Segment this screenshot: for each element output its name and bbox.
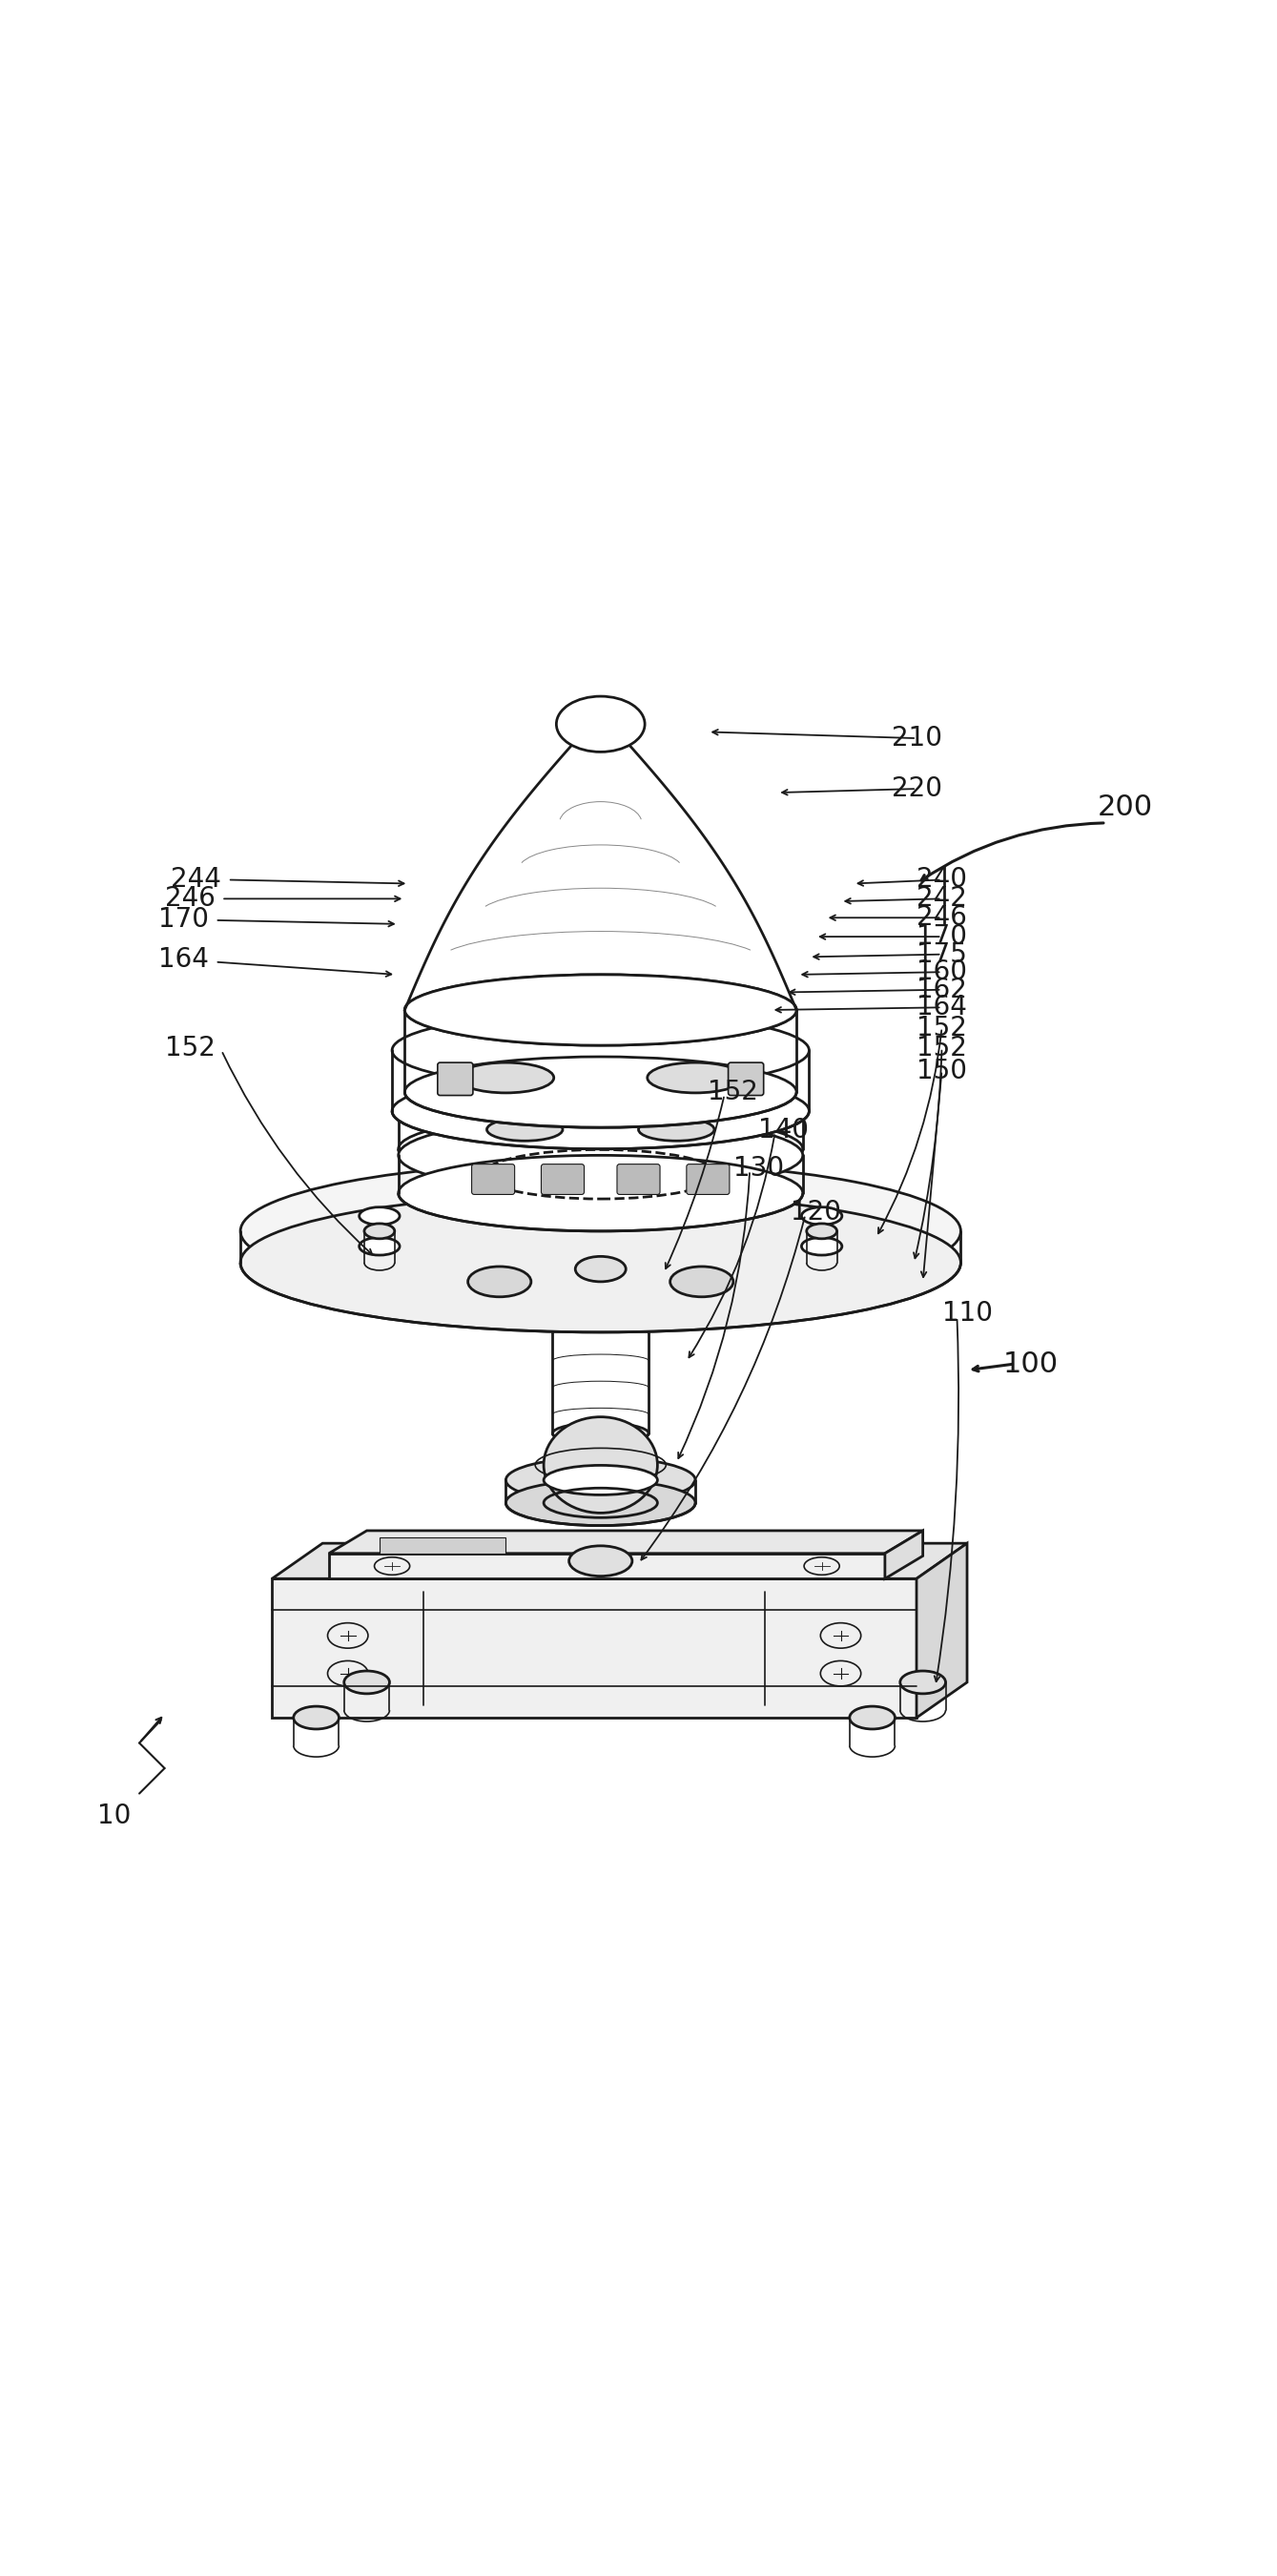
- Text: 152: 152: [917, 1015, 967, 1041]
- Ellipse shape: [405, 974, 797, 1046]
- Ellipse shape: [294, 1705, 338, 1728]
- Ellipse shape: [553, 1278, 649, 1298]
- Ellipse shape: [544, 1417, 658, 1512]
- Text: 170: 170: [917, 922, 967, 951]
- Ellipse shape: [392, 1074, 810, 1149]
- Ellipse shape: [557, 696, 645, 752]
- Ellipse shape: [240, 1162, 960, 1301]
- Text: 152: 152: [917, 1036, 967, 1061]
- Polygon shape: [329, 1553, 885, 1579]
- Text: 220: 220: [891, 775, 942, 801]
- Ellipse shape: [398, 1118, 803, 1193]
- Ellipse shape: [344, 1672, 389, 1692]
- Text: 175: 175: [917, 940, 967, 969]
- Polygon shape: [272, 1543, 967, 1579]
- Polygon shape: [885, 1530, 923, 1579]
- Ellipse shape: [405, 1056, 797, 1128]
- Polygon shape: [329, 1530, 923, 1553]
- Ellipse shape: [487, 1118, 563, 1141]
- FancyBboxPatch shape: [687, 1164, 729, 1195]
- Text: 244: 244: [171, 866, 221, 894]
- Text: 242: 242: [917, 886, 967, 912]
- FancyBboxPatch shape: [471, 1164, 515, 1195]
- Ellipse shape: [467, 1267, 531, 1296]
- Text: 130: 130: [733, 1154, 784, 1182]
- FancyBboxPatch shape: [541, 1164, 584, 1195]
- Ellipse shape: [807, 1224, 836, 1239]
- Ellipse shape: [364, 1224, 395, 1239]
- Text: 152: 152: [165, 1036, 215, 1061]
- Text: 246: 246: [165, 886, 215, 912]
- Ellipse shape: [670, 1267, 733, 1296]
- Text: 110: 110: [942, 1301, 992, 1327]
- Text: 152: 152: [707, 1079, 759, 1105]
- Text: 170: 170: [158, 907, 209, 933]
- Ellipse shape: [576, 1257, 626, 1283]
- Ellipse shape: [240, 1193, 960, 1332]
- Ellipse shape: [506, 1481, 696, 1525]
- Ellipse shape: [398, 1154, 803, 1231]
- Ellipse shape: [570, 1546, 632, 1577]
- Ellipse shape: [900, 1672, 945, 1692]
- Ellipse shape: [398, 1113, 803, 1185]
- Text: 240: 240: [917, 866, 967, 894]
- Ellipse shape: [392, 1012, 810, 1087]
- Ellipse shape: [506, 1458, 696, 1502]
- Ellipse shape: [647, 1061, 743, 1092]
- FancyBboxPatch shape: [728, 1061, 764, 1095]
- Text: 162: 162: [917, 976, 967, 1002]
- Ellipse shape: [802, 1236, 842, 1255]
- Ellipse shape: [553, 1422, 649, 1445]
- Ellipse shape: [544, 1466, 658, 1494]
- Ellipse shape: [849, 1705, 895, 1728]
- Ellipse shape: [405, 974, 797, 1046]
- Ellipse shape: [638, 1118, 714, 1141]
- Text: 120: 120: [790, 1198, 840, 1226]
- Text: 164: 164: [158, 945, 208, 974]
- FancyBboxPatch shape: [617, 1164, 660, 1195]
- FancyBboxPatch shape: [438, 1061, 472, 1095]
- Polygon shape: [272, 1579, 917, 1718]
- Text: 10: 10: [97, 1803, 132, 1829]
- Text: 140: 140: [759, 1115, 810, 1144]
- Text: 160: 160: [917, 958, 967, 987]
- Text: 100: 100: [1002, 1350, 1057, 1378]
- Text: 210: 210: [891, 724, 942, 752]
- Text: 246: 246: [917, 904, 967, 930]
- Ellipse shape: [802, 1208, 842, 1224]
- Ellipse shape: [359, 1236, 400, 1255]
- Text: 164: 164: [917, 994, 967, 1020]
- Text: 150: 150: [917, 1056, 967, 1084]
- Ellipse shape: [398, 1079, 803, 1149]
- Ellipse shape: [359, 1208, 400, 1224]
- Polygon shape: [917, 1543, 967, 1718]
- Ellipse shape: [457, 1061, 554, 1092]
- Bar: [379, 1538, 506, 1553]
- Text: 200: 200: [1097, 793, 1153, 822]
